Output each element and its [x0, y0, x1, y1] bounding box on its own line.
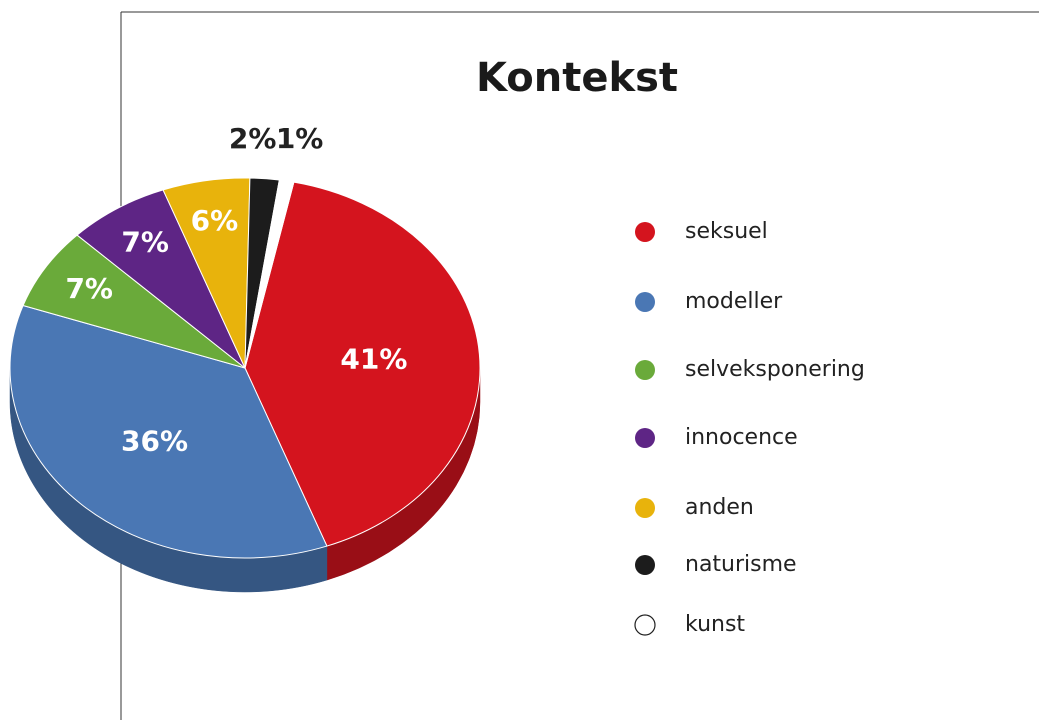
legend-marker	[635, 428, 655, 448]
legend-marker	[635, 360, 655, 380]
value-label: 7%	[65, 272, 113, 305]
legend-label: selveksponering	[685, 357, 865, 382]
legend-marker	[635, 555, 655, 575]
legend-marker	[635, 498, 655, 518]
legend-marker	[634, 614, 656, 636]
legend-label: kunst	[685, 612, 745, 637]
legend-marker	[635, 292, 655, 312]
chart-title: Kontekst	[476, 55, 678, 101]
value-label: 1%	[276, 122, 324, 155]
legend-label: modeller	[685, 289, 783, 314]
slice	[244, 181, 481, 547]
value-label: 6%	[191, 204, 239, 237]
value-label: 41%	[340, 342, 407, 375]
slice	[76, 189, 246, 369]
legend-label: innocence	[685, 425, 798, 450]
slice	[22, 234, 246, 369]
legend-marker	[635, 222, 655, 242]
legend-label: naturisme	[685, 552, 797, 577]
legend-label: seksuel	[685, 219, 768, 244]
value-label: 7%	[121, 226, 169, 259]
legend-label: anden	[685, 495, 754, 520]
slice	[9, 304, 328, 559]
value-label: 2%	[229, 122, 277, 155]
slice	[244, 179, 295, 369]
value-label: 36%	[121, 425, 188, 458]
